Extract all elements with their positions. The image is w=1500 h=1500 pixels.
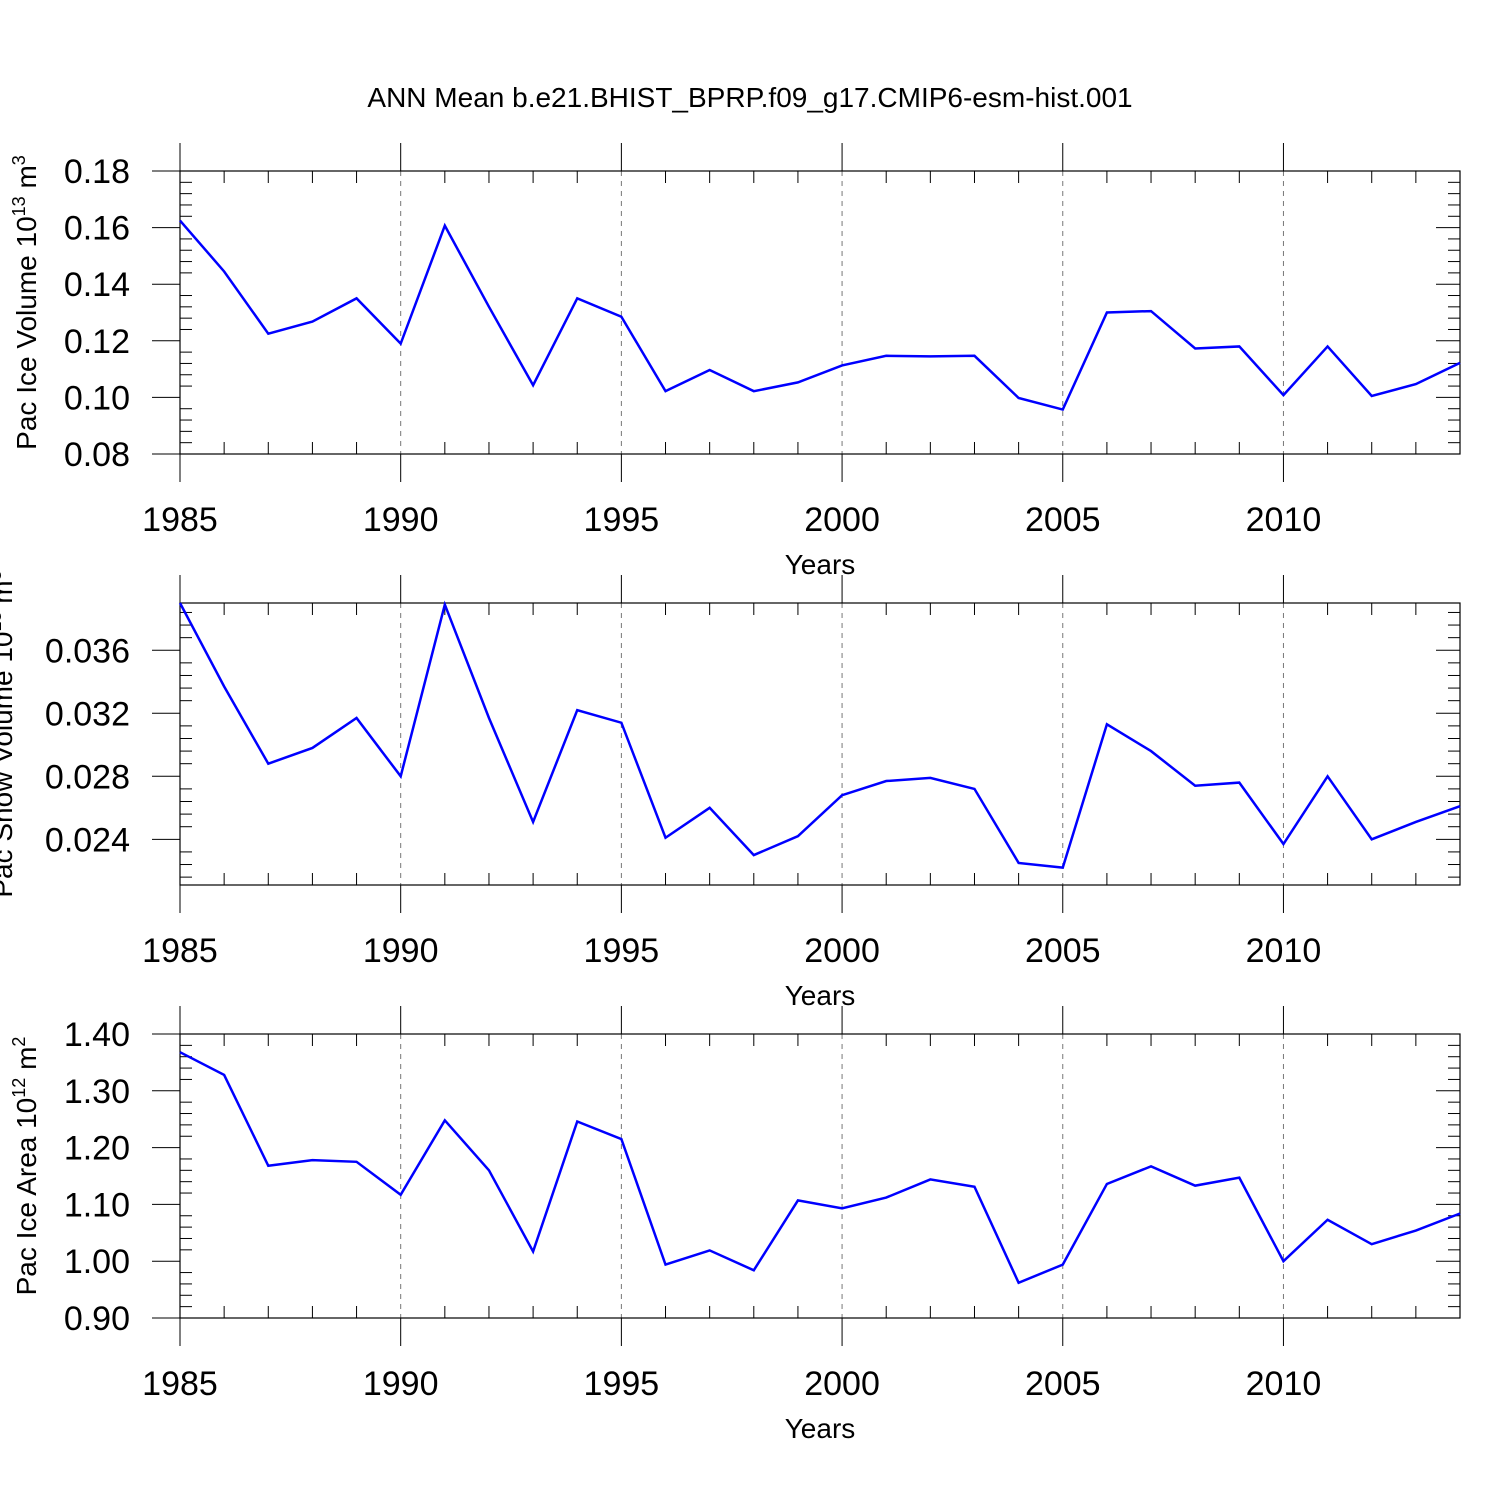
x-tick-label: 1985 (142, 1365, 218, 1403)
y-axis-label-unit-exponent: 2 (9, 1037, 29, 1047)
y-tick-label: 0.032 (45, 695, 130, 733)
x-tick-label: 2005 (1025, 932, 1101, 970)
plot-frame (179, 1033, 1461, 1319)
x-tick-label: 1995 (584, 932, 660, 970)
y-tick-label: 1.10 (64, 1186, 130, 1224)
y-tick-label: 0.028 (45, 758, 130, 796)
x-tick-label: 2010 (1246, 501, 1322, 539)
x-tick-label: 2010 (1246, 932, 1322, 970)
x-tick-label: 1995 (584, 1365, 660, 1403)
y-axis-label-text: Pac Ice Volume 10 (11, 216, 42, 449)
y-axis-label-text: Pac Ice Area 10 (11, 1098, 42, 1296)
x-axis-label: Years (785, 549, 856, 580)
x-tick-label: 2000 (804, 501, 880, 539)
y-tick-label: 0.10 (64, 379, 130, 417)
y-axis-label: Pac Ice Area 1012 m2 (9, 1037, 42, 1296)
y-tick-label: 1.00 (64, 1243, 130, 1281)
y-tick-label: 0.14 (64, 266, 130, 304)
y-axis-label-unit-exponent: 3 (0, 570, 5, 580)
x-axis-label: Years (785, 1413, 856, 1444)
y-tick-label: 1.20 (64, 1130, 130, 1168)
y-tick-label: 0.12 (64, 323, 130, 361)
chart-title: ANN Mean b.e21.BHIST_BPRP.f09_g17.CMIP6-… (367, 82, 1132, 113)
y-tick-label: 1.40 (64, 1016, 130, 1054)
x-tick-label: 1985 (142, 501, 218, 539)
y-tick-label: 0.18 (64, 153, 130, 191)
series-line (179, 219, 1461, 412)
x-tick-label: 2005 (1025, 501, 1101, 539)
x-tick-label: 2000 (804, 932, 880, 970)
y-axis-label-unit: m (0, 580, 18, 611)
x-tick-label: 1995 (584, 501, 660, 539)
y-tick-label: 0.16 (64, 210, 130, 248)
y-tick-label: 1.30 (64, 1073, 130, 1111)
series-line (178, 600, 1461, 870)
panel-1: 1985 1990 1995 2000 2005 2010 0.08 0.10 0.12 0.14… (9, 143, 1461, 580)
y-axis-label-unit: m (11, 165, 42, 196)
plot-frame (179, 170, 1461, 455)
panel-2: 1985 1990 1995 2000 2005 2010 0.024 0.028 0.032 0… (0, 570, 1461, 1011)
y-axis-label: Pac Snow Volume 1013 m3 (0, 570, 18, 897)
x-tick-label: 1985 (142, 932, 218, 970)
x-tick-label: 1990 (363, 1365, 439, 1403)
x-tick-label: 2000 (804, 1365, 880, 1403)
x-tick-label: 1990 (363, 501, 439, 539)
y-axis-label-text: Pac Snow Volume 10 (0, 631, 18, 897)
y-tick-label: 0.08 (64, 436, 130, 474)
x-tick-label: 2005 (1025, 1365, 1101, 1403)
y-tick-label: 0.036 (45, 632, 130, 670)
panels: 1985 1990 1995 2000 2005 2010 0.08 0.10 0.12 0.14… (0, 143, 1461, 1444)
y-axis-label-exponent: 13 (0, 611, 5, 631)
plot-frame (179, 602, 1461, 886)
y-axis-label-unit: m (11, 1047, 42, 1078)
y-axis-label: Pac Ice Volume 1013 m3 (9, 155, 42, 450)
y-axis-label-exponent: 12 (9, 1078, 29, 1098)
x-axis-label: Years (785, 980, 856, 1011)
y-axis-label-exponent: 13 (9, 196, 29, 216)
x-tick-label: 2010 (1246, 1365, 1322, 1403)
y-axis-label-unit-exponent: 3 (9, 155, 29, 165)
series-line (179, 1051, 1461, 1285)
y-tick-label: 0.024 (45, 821, 130, 859)
panel-3: 1985 1990 1995 2000 2005 2010 0.90 1.00 1.10 1.20… (9, 1006, 1461, 1444)
y-tick-label: 0.90 (64, 1300, 130, 1338)
x-tick-label: 1990 (363, 932, 439, 970)
